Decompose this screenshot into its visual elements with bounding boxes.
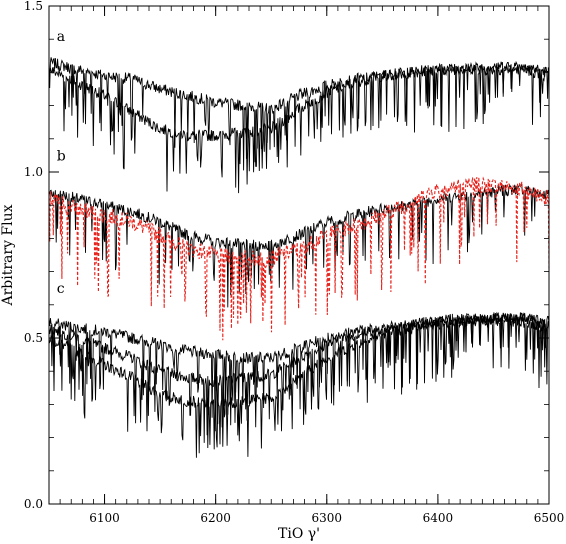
spectrum-line-2 bbox=[48, 62, 550, 194]
panel-label-b: b bbox=[57, 148, 66, 164]
y-tick-label: 1.5 bbox=[24, 0, 43, 13]
x-tick-label: 6300 bbox=[312, 511, 343, 525]
x-tick-label: 6400 bbox=[423, 511, 454, 525]
y-tick-label: 1.0 bbox=[24, 165, 43, 179]
spectrum-line-5 bbox=[48, 312, 550, 418]
x-tick-label: 6200 bbox=[200, 511, 231, 525]
spectrum-line-4 bbox=[48, 176, 550, 341]
spectrum-line-7 bbox=[48, 315, 550, 458]
y-tick-label: 0.0 bbox=[24, 497, 43, 511]
spectrum-line-1 bbox=[48, 57, 550, 171]
labels-layer: 6100 6200 6300 6400 6500 0.0 0.5 1.0 1.5 a b c bbox=[24, 0, 564, 525]
panel-label-a: a bbox=[57, 29, 65, 45]
series-layer bbox=[48, 57, 550, 458]
ticks-layer bbox=[48, 5, 550, 505]
x-tick-label: 6100 bbox=[89, 511, 120, 525]
x-tick-label: 6500 bbox=[534, 511, 565, 525]
x-axis-title: TiO γ' bbox=[278, 526, 320, 542]
plot-frame bbox=[48, 5, 550, 505]
panel-label-c: c bbox=[57, 281, 65, 297]
y-axis-title: Arbitrary Flux bbox=[0, 204, 16, 306]
y-tick-label: 0.5 bbox=[24, 331, 43, 345]
